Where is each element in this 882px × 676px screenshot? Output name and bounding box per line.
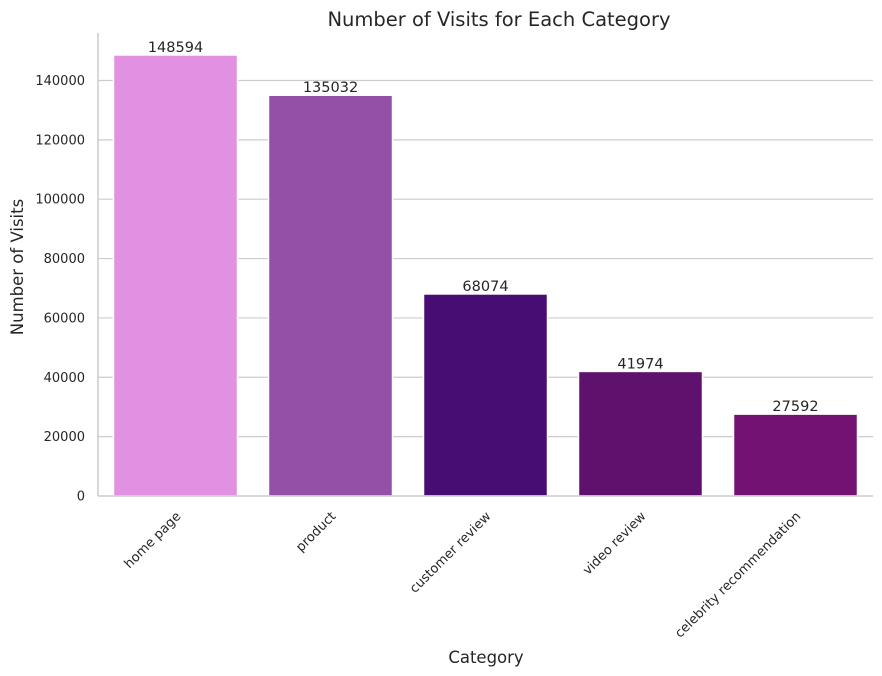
bar-product — [267, 94, 394, 497]
x-tick-label: product — [293, 509, 339, 555]
y-tick-label: 120000 — [35, 133, 85, 148]
x-tick-label: customer review — [407, 509, 494, 596]
y-tick-labels: 0 20000 40000 60000 80000 100000 120000 140000 — [35, 74, 85, 505]
data-label: 148594 — [148, 40, 203, 56]
bar-home-page — [112, 54, 239, 497]
chart-title: Number of Visits for Each Category — [327, 8, 670, 31]
axes — [97, 33, 873, 497]
x-tick-label: home page — [122, 509, 185, 572]
y-tick-label: 100000 — [35, 193, 85, 208]
data-label: 135032 — [303, 80, 358, 96]
y-tick-label: 20000 — [44, 430, 85, 445]
y-tick-label: 40000 — [44, 371, 85, 386]
y-axis-title: Number of Visits — [8, 199, 27, 335]
data-label: 27592 — [772, 399, 818, 415]
data-label: 41974 — [617, 356, 663, 372]
x-axis-title: Category — [448, 648, 524, 667]
data-labels: 148594 135032 68074 41974 27592 — [148, 40, 819, 415]
y-tick-label: 0 — [77, 490, 85, 505]
bar-celebrity-recommendation — [732, 413, 859, 497]
bar-customer-review — [422, 293, 549, 497]
bar-video-review — [577, 370, 704, 497]
bars — [112, 54, 859, 497]
y-tick-label: 140000 — [35, 74, 85, 89]
x-tick-label: celebrity recommendation — [672, 509, 804, 641]
x-tick-labels: home page product customer review video rev… — [122, 509, 805, 641]
y-tick-label: 60000 — [44, 311, 85, 326]
y-tick-label: 80000 — [44, 252, 85, 267]
x-tick-label: video review — [580, 509, 649, 578]
data-label: 68074 — [462, 279, 508, 295]
